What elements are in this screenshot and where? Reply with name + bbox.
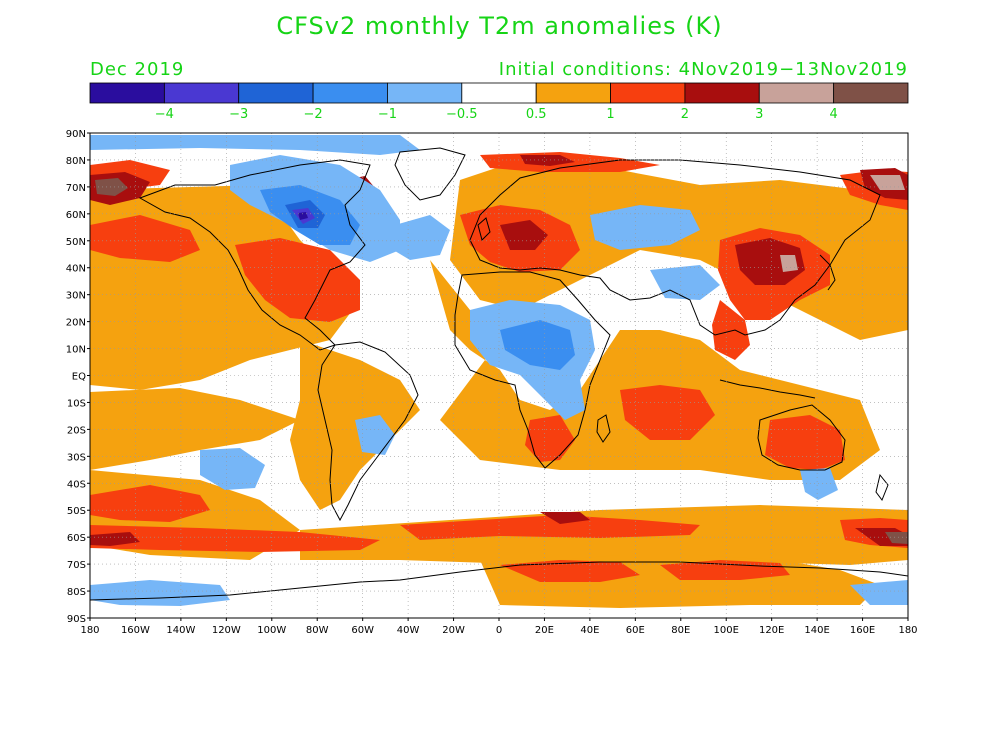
- map-area: [90, 133, 908, 618]
- colorbar-swatch: [535, 82, 611, 104]
- colorbar-labels: −4 −3 −2 −1 −0.5 0.5 1 2 3 4: [155, 107, 838, 122]
- latitude-label: 70N: [66, 183, 86, 194]
- graticule: [90, 133, 908, 618]
- colorbar-label: 0.5: [526, 107, 547, 122]
- valid-month-label: Dec 2019: [90, 59, 185, 80]
- colorbar-swatch: [163, 82, 240, 104]
- longitude-label: 0: [496, 625, 502, 636]
- latitude-label: 40S: [67, 479, 86, 490]
- latitude-label: 50S: [67, 506, 86, 517]
- coast-australia: [757, 404, 846, 471]
- coast-greenland: [394, 147, 466, 201]
- coast-madagascar: [596, 414, 611, 443]
- longitude-label: 160E: [850, 625, 875, 636]
- colorbar-label: 4: [829, 107, 837, 122]
- colorbar-label: 2: [681, 107, 689, 122]
- coast-uk: [477, 217, 491, 241]
- latitude-label: 90N: [66, 129, 86, 140]
- longitude-label: 80W: [306, 625, 329, 636]
- longitude-label: 20E: [535, 625, 554, 636]
- longitude-label: 40E: [580, 625, 599, 636]
- coast-antarctica: [90, 561, 908, 601]
- coast-africa: [454, 271, 611, 469]
- latitude-label: 40N: [66, 264, 86, 275]
- colorbar-label: −3: [229, 107, 248, 122]
- coast-new-zealand: [875, 473, 889, 502]
- coast-europe-asia: [469, 159, 881, 336]
- longitude-label: 160W: [121, 625, 150, 636]
- longitude-axis: 180 160W 140W 120W 100W 80W 60W 40W 20W 0 20E 40E 60…: [80, 618, 918, 636]
- longitude-label: 20W: [442, 625, 465, 636]
- latitude-label: 50N: [66, 237, 86, 248]
- colorbar-label: 3: [755, 107, 763, 122]
- colorbar-label: 1: [606, 107, 614, 122]
- coast-north-america: [138, 159, 371, 351]
- latitude-label: 10N: [66, 345, 86, 356]
- anomaly-extreme-fields: [90, 155, 908, 546]
- latitude-label: 80S: [67, 587, 86, 598]
- latitude-label: EQ: [72, 372, 86, 383]
- latitude-label: 60S: [67, 533, 86, 544]
- colorbar-label: −1: [378, 107, 397, 122]
- anomaly-red-fields: [90, 152, 908, 582]
- colorbar-swatch: [238, 82, 314, 104]
- colorbar-swatch: [387, 82, 463, 104]
- latitude-label: 20N: [66, 318, 86, 329]
- longitude-label: 80E: [671, 625, 690, 636]
- latitude-label: 70S: [67, 560, 86, 571]
- longitude-label: 60W: [351, 625, 374, 636]
- colorbar-label: −2: [304, 107, 323, 122]
- longitude-label: 40W: [397, 625, 420, 636]
- coast-south-america: [317, 341, 419, 522]
- longitude-label: 180: [898, 625, 917, 636]
- latitude-label: 30N: [66, 291, 86, 302]
- latitude-axis: 90N 80N 70N 60N 50N 40N 30N 20N 10N EQ 10S 20S 30S 40…: [66, 129, 90, 625]
- coast-indonesia: [719, 379, 816, 399]
- latitude-label: 90S: [67, 614, 86, 625]
- coast-japan: [819, 254, 836, 291]
- colorbar-swatch: [610, 82, 686, 104]
- longitude-label: 100E: [714, 625, 739, 636]
- colorbar-label: −0.5: [446, 107, 478, 122]
- colorbar-swatch: [758, 82, 835, 104]
- longitude-label: 120W: [212, 625, 241, 636]
- coastlines: [90, 147, 908, 601]
- latitude-label: 30S: [67, 452, 86, 463]
- anomaly-cold-fields: [90, 135, 908, 606]
- colorbar-swatch: [461, 82, 537, 104]
- longitude-label: 180: [80, 625, 99, 636]
- longitude-label: 120E: [759, 625, 784, 636]
- chart-title: CFSv2 monthly T2m anomalies (K): [276, 12, 723, 40]
- latitude-label: 10S: [67, 398, 86, 409]
- colorbar-label: −4: [155, 107, 174, 122]
- initial-conditions-label: Initial conditions: 4Nov2019−13Nov2019: [498, 59, 908, 80]
- longitude-label: 100W: [257, 625, 286, 636]
- colorbar: [89, 82, 909, 104]
- colorbar-swatch: [89, 82, 165, 104]
- colorbar-swatch: [684, 82, 760, 104]
- latitude-label: 80N: [66, 156, 86, 167]
- longitude-label: 140E: [804, 625, 829, 636]
- colorbar-swatch: [833, 82, 909, 104]
- longitude-label: 140W: [166, 625, 195, 636]
- latitude-label: 60N: [66, 210, 86, 221]
- latitude-label: 20S: [67, 425, 86, 436]
- colorbar-swatch: [312, 82, 388, 104]
- longitude-label: 60E: [626, 625, 645, 636]
